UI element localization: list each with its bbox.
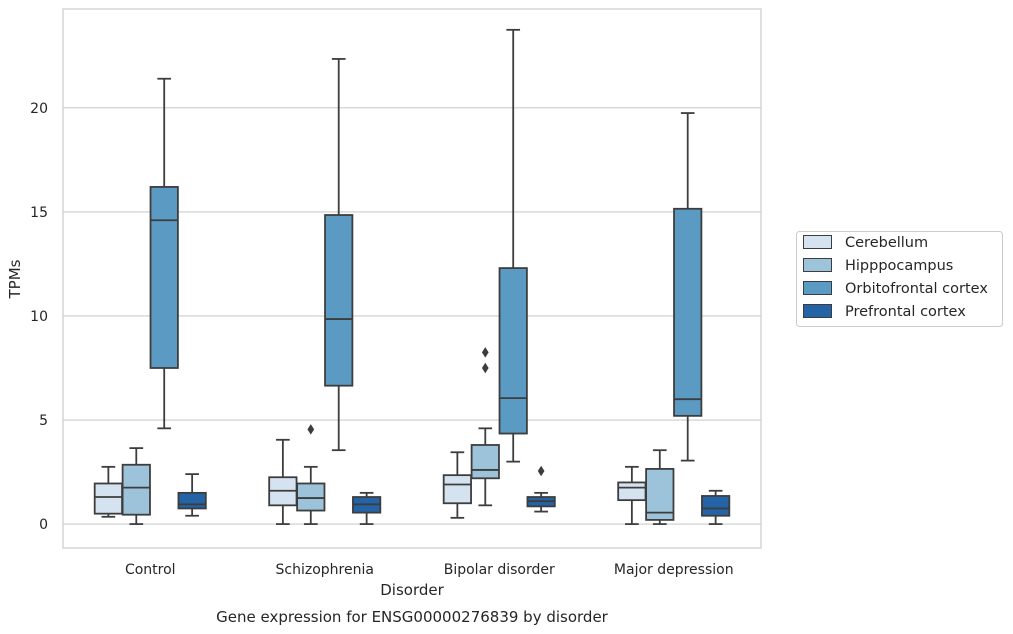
y-tick-label: 5 xyxy=(39,413,48,429)
box-group xyxy=(526,465,556,513)
box-group xyxy=(617,465,647,525)
legend-label: Hipppocampus xyxy=(845,258,953,274)
chart-title: Gene expression for ENSG00000276839 by d… xyxy=(216,608,609,626)
box-group xyxy=(121,447,151,525)
box-group xyxy=(442,451,472,519)
x-tick-label: Schizophrenia xyxy=(276,562,374,578)
outlier-point xyxy=(481,362,489,374)
box-group xyxy=(149,77,179,430)
outlier-point xyxy=(481,347,489,358)
y-axis-label: TPMs xyxy=(6,259,24,299)
box-group xyxy=(352,491,382,525)
y-tick-label: 0 xyxy=(39,517,48,533)
box xyxy=(442,474,472,505)
series-prefrontal-cortex xyxy=(177,465,731,525)
legend-item: Prefrontal cortex xyxy=(803,304,966,320)
box-group xyxy=(324,58,354,452)
legend: Cerebellum Hipppocampus Orbitofrontal cort… xyxy=(796,231,1003,327)
box-group xyxy=(177,473,207,517)
legend-swatch xyxy=(803,281,832,295)
legend-swatch xyxy=(803,235,832,249)
x-tick-label: Bipolar disorder xyxy=(444,562,555,578)
box xyxy=(177,491,207,510)
series-orbitofrontal-cortex xyxy=(149,28,703,463)
legend-swatch xyxy=(803,304,832,318)
y-tick-labels: 0 5 10 15 20 xyxy=(30,101,48,533)
box xyxy=(121,463,151,516)
x-axis-label: Disorder xyxy=(380,581,444,599)
box xyxy=(617,481,647,502)
series-hipppocampus xyxy=(121,347,675,525)
box xyxy=(673,207,703,417)
box xyxy=(93,482,123,515)
box xyxy=(498,267,528,435)
box-group xyxy=(701,489,731,525)
outlier-point xyxy=(537,465,545,477)
box-series xyxy=(93,28,731,525)
grid-lines xyxy=(63,107,761,525)
box-group xyxy=(470,347,500,507)
x-tick-label: Major depression xyxy=(614,562,734,578)
box-group xyxy=(498,28,528,463)
box-group xyxy=(268,438,298,525)
legend-label: Orbitofrontal cortex xyxy=(845,281,988,297)
box xyxy=(701,495,731,517)
box-group xyxy=(93,465,123,518)
y-tick-label: 10 xyxy=(30,309,48,325)
outlier-point xyxy=(307,424,315,435)
box xyxy=(296,482,326,512)
box xyxy=(645,468,675,521)
y-tick-label: 15 xyxy=(30,205,48,221)
legend-item: Orbitofrontal cortex xyxy=(803,281,988,297)
box-group xyxy=(673,112,703,462)
box xyxy=(470,444,500,480)
legend-item: Hipppocampus xyxy=(803,258,953,274)
box-group xyxy=(645,449,675,525)
x-tick-label: Control xyxy=(125,562,176,578)
plot-area-frame xyxy=(62,8,762,549)
box xyxy=(149,186,179,369)
y-tick-label: 20 xyxy=(30,101,48,117)
legend-item: Cerebellum xyxy=(803,235,928,251)
box-group xyxy=(296,424,326,525)
legend-frame xyxy=(796,231,1003,327)
x-tick-labels: Control Schizophrenia Bipolar disorder Majo… xyxy=(125,562,734,578)
legend-swatch xyxy=(803,258,832,272)
box xyxy=(324,214,354,387)
legend-label: Prefrontal cortex xyxy=(845,304,966,320)
legend-label: Cerebellum xyxy=(845,235,928,251)
